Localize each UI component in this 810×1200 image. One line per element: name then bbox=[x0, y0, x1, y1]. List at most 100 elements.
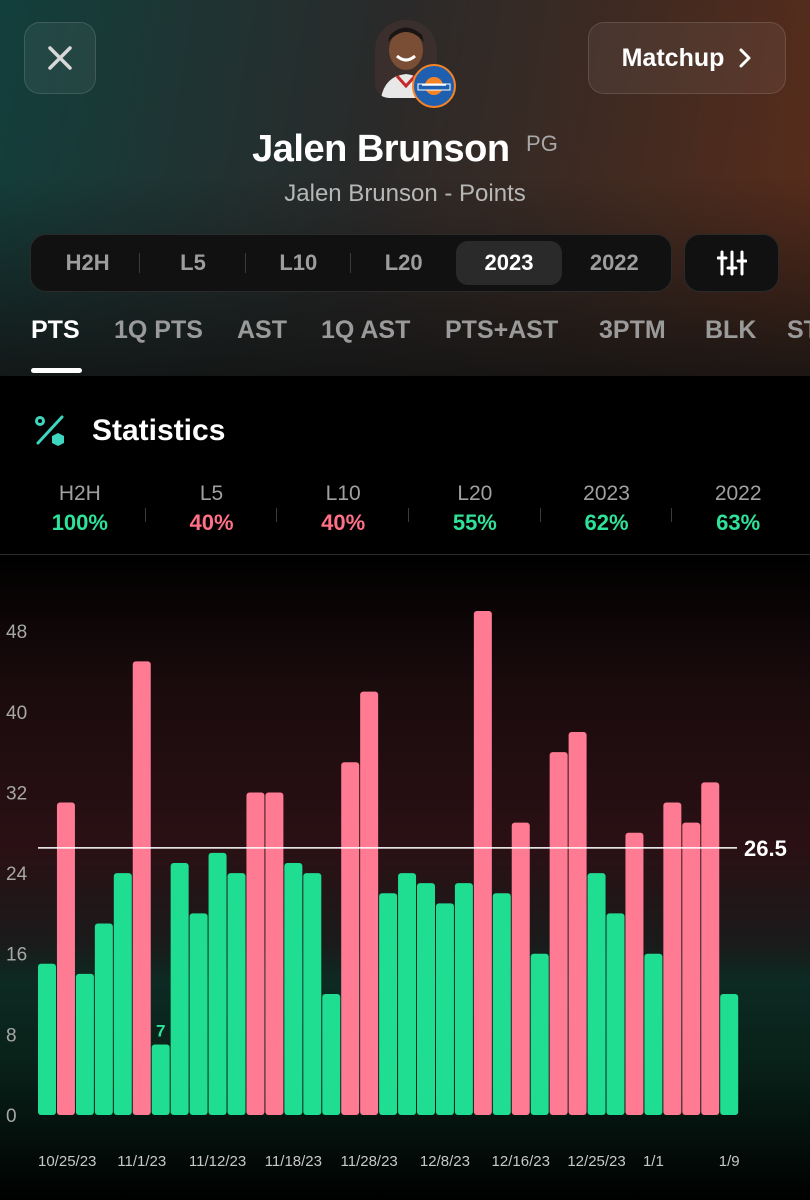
tab-1q-ast[interactable]: 1Q AST bbox=[321, 316, 411, 344]
matchup-button[interactable]: Matchup bbox=[588, 22, 786, 94]
tab-blk[interactable]: BLK bbox=[705, 316, 757, 344]
team-logo-icon bbox=[412, 64, 456, 108]
bar[interactable] bbox=[132, 661, 151, 1115]
points-bar-chart: 0 8 16 24 32 40 48 26.5 7 10/25/23 11/1/23 11/12/23… bbox=[6, 611, 787, 1170]
y-tick-label: 0 bbox=[6, 1106, 17, 1127]
bar[interactable] bbox=[322, 994, 341, 1115]
period-2022[interactable]: 2022 bbox=[589, 250, 639, 275]
bar[interactable] bbox=[94, 923, 113, 1115]
filter-button[interactable] bbox=[684, 234, 779, 292]
y-tick-label: 24 bbox=[6, 864, 28, 885]
x-tick-label: 12/8/23 bbox=[420, 1153, 470, 1170]
bar[interactable] bbox=[720, 994, 739, 1115]
bar[interactable] bbox=[379, 893, 398, 1115]
bar[interactable] bbox=[398, 873, 417, 1115]
line-threshold-label: 26.5 bbox=[744, 836, 787, 861]
y-tick-label: 8 bbox=[6, 1025, 17, 1046]
hit-rate-l20: L20 55% bbox=[409, 482, 541, 542]
bar[interactable] bbox=[303, 873, 322, 1115]
player-name-row: Jalen Brunson PG bbox=[0, 128, 810, 171]
bar[interactable] bbox=[227, 873, 246, 1115]
y-tick-label: 32 bbox=[6, 783, 27, 804]
bar[interactable] bbox=[170, 863, 189, 1115]
x-tick-label: 10/25/23 bbox=[38, 1153, 96, 1170]
x-tick-label: 11/18/23 bbox=[265, 1153, 322, 1170]
hit-rate-value: 40% bbox=[189, 510, 234, 535]
period-l20[interactable]: L20 bbox=[384, 250, 423, 275]
tab-1q-pts[interactable]: 1Q PTS bbox=[114, 316, 203, 344]
hit-rate-label: L20 bbox=[457, 482, 493, 505]
statistics-header: Statistics bbox=[34, 414, 225, 448]
bar[interactable] bbox=[682, 822, 701, 1115]
bar[interactable] bbox=[644, 953, 663, 1115]
bar[interactable] bbox=[113, 873, 132, 1115]
bar[interactable] bbox=[530, 953, 549, 1115]
x-tick-label: 1/9 bbox=[719, 1153, 740, 1170]
tab-3ptm[interactable]: 3PTM bbox=[599, 316, 666, 344]
bar-value-label: 7 bbox=[156, 1021, 165, 1040]
bar[interactable] bbox=[511, 822, 530, 1115]
y-tick-label: 48 bbox=[6, 622, 27, 643]
bar[interactable] bbox=[208, 852, 227, 1115]
tab-st[interactable]: ST bbox=[787, 316, 810, 344]
bar[interactable] bbox=[417, 883, 435, 1115]
section-divider bbox=[0, 554, 810, 555]
player-position: PG bbox=[526, 131, 558, 156]
bar[interactable] bbox=[360, 691, 379, 1115]
hit-rate-value: 100% bbox=[51, 510, 108, 535]
period-2023[interactable]: 2023 bbox=[456, 241, 562, 285]
y-tick-label: 16 bbox=[6, 945, 27, 966]
bar[interactable] bbox=[265, 792, 284, 1115]
bar[interactable] bbox=[75, 973, 94, 1115]
tab-pts-ast[interactable]: PTS+AST bbox=[445, 316, 559, 344]
bar[interactable] bbox=[454, 883, 473, 1115]
player-name: Jalen Brunson bbox=[252, 128, 510, 170]
x-tick-label: 12/25/23 bbox=[567, 1153, 625, 1170]
bar[interactable] bbox=[189, 913, 208, 1115]
period-l5[interactable]: L5 bbox=[140, 241, 246, 285]
bar[interactable] bbox=[341, 762, 360, 1115]
statistics-title: Statistics bbox=[92, 414, 226, 447]
period-selector: H2H L5 L10 L20 2023 2022 bbox=[30, 234, 672, 292]
hit-rate-value: 62% bbox=[584, 510, 629, 535]
hit-rate-l5: L5 40% bbox=[146, 482, 278, 542]
bar[interactable] bbox=[284, 863, 303, 1115]
bar[interactable] bbox=[549, 752, 568, 1115]
bar[interactable] bbox=[663, 802, 682, 1115]
bar[interactable] bbox=[435, 903, 454, 1115]
active-tab-indicator bbox=[31, 368, 82, 373]
sliders-icon bbox=[716, 250, 747, 276]
bar[interactable] bbox=[568, 731, 587, 1115]
bar[interactable] bbox=[625, 832, 644, 1115]
period-h2h[interactable]: H2H bbox=[35, 241, 141, 285]
close-icon bbox=[48, 46, 72, 70]
hit-rate-2023: 2023 62% bbox=[541, 482, 673, 542]
hit-rate-label: H2H bbox=[58, 482, 101, 505]
hit-rate-label: 2023 bbox=[583, 482, 630, 505]
bar[interactable] bbox=[587, 873, 606, 1115]
tab-ast[interactable]: AST bbox=[237, 316, 287, 344]
bar[interactable] bbox=[56, 802, 75, 1115]
bar[interactable] bbox=[701, 782, 720, 1115]
bar[interactable] bbox=[151, 1044, 170, 1115]
player-header: Matchup Jalen Brunson PG Jalen Brunson -… bbox=[0, 0, 810, 376]
x-tick-label: 1/1 bbox=[643, 1153, 664, 1170]
hit-rate-h2h: H2H 100% bbox=[14, 482, 146, 542]
hit-rate-label: 2022 bbox=[714, 482, 762, 505]
hit-rate-value: 63% bbox=[716, 510, 761, 535]
close-button[interactable] bbox=[24, 22, 96, 94]
tab-pts[interactable]: PTS bbox=[31, 316, 80, 344]
bar[interactable] bbox=[246, 792, 265, 1115]
hit-rate-summary: H2H 100% L5 40% L10 40% L20 55% 2023 62%… bbox=[14, 482, 804, 542]
period-l10[interactable]: L10 bbox=[246, 241, 352, 285]
market-subtitle: Jalen Brunson - Points bbox=[284, 180, 526, 207]
bar[interactable] bbox=[38, 963, 56, 1115]
bar[interactable] bbox=[492, 893, 511, 1115]
bar[interactable] bbox=[606, 913, 625, 1115]
hit-rate-2022: 2022 63% bbox=[672, 482, 804, 542]
hit-rate-label: L10 bbox=[325, 482, 361, 505]
percent-icon bbox=[35, 415, 64, 446]
bar[interactable] bbox=[473, 611, 492, 1115]
hit-rate-label: L5 bbox=[199, 482, 224, 505]
hit-rate-value: 40% bbox=[321, 510, 366, 535]
